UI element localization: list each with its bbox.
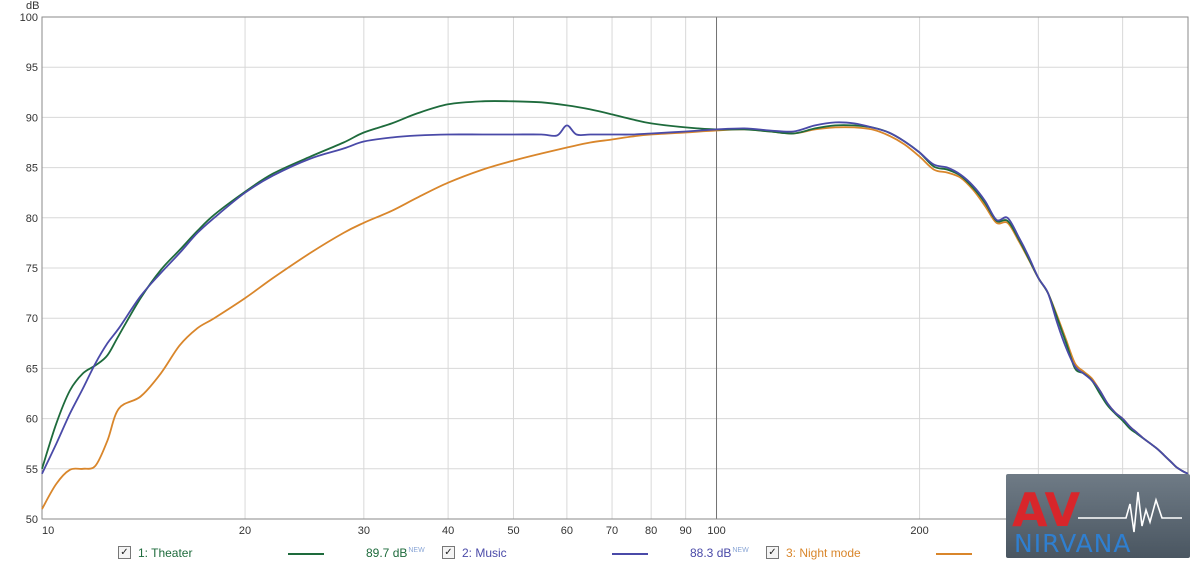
y-tick-label: 70 [26, 313, 38, 325]
y-tick-label: 65 [26, 363, 38, 375]
checkbox-theater[interactable]: ✓ [118, 546, 131, 559]
y-tick-label: 55 [26, 464, 38, 476]
legend-name-night-mode: 3: Night mode [786, 546, 861, 560]
series-group [41, 100, 1189, 510]
x-tick-label: 70 [606, 525, 618, 537]
y-tick-label: 60 [26, 414, 38, 426]
grid [41, 16, 1189, 520]
legend-name-theater: 1: Theater [138, 546, 193, 560]
x-tick-label: 50 [507, 525, 519, 537]
y-tick-label: 80 [26, 213, 38, 225]
y-tick-label: 75 [26, 263, 38, 275]
logo-nirvana-text: NIRVANA [1014, 529, 1132, 558]
x-tick-label: 80 [645, 525, 657, 537]
plot-frame [41, 16, 1189, 520]
x-tick-label: 20 [239, 525, 251, 537]
x-tick-label: 90 [680, 525, 692, 537]
checkbox-music[interactable]: ✓ [442, 546, 455, 559]
y-axis-ticks: 50 55 60 65 70 75 80 85 90 95 100 [20, 12, 38, 526]
series-line-theater [41, 100, 1189, 475]
logo-graphic: AV NIRVANA [1012, 483, 1182, 558]
x-tick-label: 100 [707, 525, 725, 537]
waveform-icon [1078, 491, 1182, 533]
x-tick-label: 30 [358, 525, 370, 537]
legend-swatch-night-mode [936, 553, 972, 555]
x-tick-label: 60 [561, 525, 573, 537]
x-tick-label: 40 [442, 525, 454, 537]
legend-level-music: 88.3 dBNEW [690, 546, 749, 560]
y-unit-label: dB [26, 0, 39, 12]
x-tick-label: 200 [910, 525, 928, 537]
series-line-music [41, 121, 1189, 475]
logo-av-text: AV [1012, 483, 1080, 537]
y-tick-label: 95 [26, 62, 38, 74]
x-tick-label: 10 [42, 525, 54, 537]
y-tick-label: 100 [20, 12, 38, 24]
checkbox-night-mode[interactable]: ✓ [766, 546, 779, 559]
legend: ✓ 1: Theater 89.7 dBNEW ✓ 2: Music 88.3 … [0, 544, 1000, 564]
y-tick-label: 85 [26, 163, 38, 175]
legend-swatch-theater [288, 553, 324, 555]
y-tick-label: 50 [26, 514, 38, 526]
y-tick-label: 90 [26, 112, 38, 124]
av-nirvana-logo: AV NIRVANA [1006, 474, 1190, 558]
legend-swatch-music [612, 553, 648, 555]
legend-name-music: 2: Music [462, 546, 507, 560]
legend-level-theater: 89.7 dBNEW [366, 546, 425, 560]
